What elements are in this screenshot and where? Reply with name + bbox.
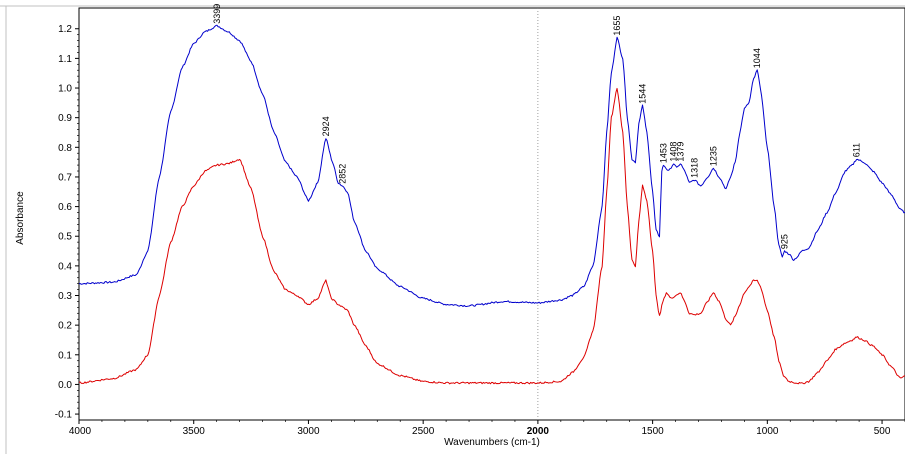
y-tick-label: 0.7 <box>58 172 72 183</box>
peak-label: 1408 <box>669 142 679 162</box>
peak-label: 1379 <box>675 142 685 162</box>
x-tick-label: 3500 <box>183 426 206 437</box>
y-tick-label: -0.1 <box>55 410 73 421</box>
peak-label: 3399 <box>212 4 222 24</box>
series-layer <box>78 24 905 385</box>
y-tick-label: 0.6 <box>58 202 72 213</box>
peak-label: 2924 <box>321 116 331 136</box>
plot-area <box>78 7 905 421</box>
x-tick-label: 2500 <box>412 426 435 437</box>
x-tick-label: 4000 <box>69 426 92 437</box>
y-tick-label: 0.2 <box>58 321 72 332</box>
y-axis: -0.1 0.0 0.1 0.2 0.3 0.4 0.5 0.6 0.7 0.8 0.9 1.0 1.1… <box>55 24 79 421</box>
x-tick-label: 500 <box>874 426 891 437</box>
peak-label: 1453 <box>658 143 668 163</box>
peak-label: 1655 <box>612 16 622 36</box>
x-tick-label: 1500 <box>641 426 664 437</box>
y-tick-label: 0.5 <box>58 232 72 243</box>
y-axis-title: Absorbance <box>15 191 26 245</box>
peak-label: 611 <box>852 143 862 157</box>
x-tick-label: 1000 <box>756 426 779 437</box>
x-tick-label: 2000 <box>527 426 550 437</box>
peak-label: 1544 <box>638 84 648 104</box>
peak-label: 1235 <box>708 146 718 166</box>
y-tick-label: 1.0 <box>58 84 72 95</box>
y-tick-label: 0.0 <box>58 380 72 391</box>
peak-label: 1044 <box>752 48 762 68</box>
series-line-0 <box>78 24 905 308</box>
peak-label: 2852 <box>337 164 347 184</box>
x-axis: 4000 3500 3000 2500 2000 1500 1000 500 <box>69 420 905 437</box>
y-tick-label: 0.9 <box>58 113 72 124</box>
y-tick-label: 1.1 <box>58 54 72 65</box>
peak-label: 1318 <box>689 158 699 178</box>
peak-label: 925 <box>780 234 790 249</box>
y-tick-label: 0.1 <box>58 350 72 361</box>
y-tick-label: 0.3 <box>58 291 72 302</box>
y-tick-label: 1.2 <box>58 24 72 35</box>
x-tick-label: 3000 <box>297 426 320 437</box>
x-axis-title: Wavenumbers (cm-1) <box>444 437 540 448</box>
series-line-1 <box>78 87 905 385</box>
y-tick-label: 0.8 <box>58 143 72 154</box>
y-tick-label: 0.4 <box>58 261 72 272</box>
